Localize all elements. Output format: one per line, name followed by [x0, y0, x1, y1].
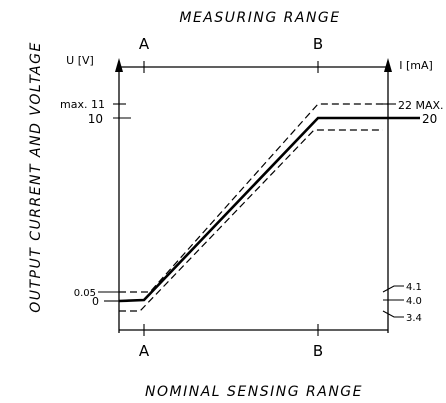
bottom-range-label: NOMINAL SENSING RANGE	[145, 384, 363, 400]
output-characteristic-curve	[118, 116, 420, 303]
chart-title: MEASURING RANGE	[179, 10, 340, 26]
point-a-top-label: A	[139, 35, 150, 53]
left-axis-unit: U [V]	[66, 54, 94, 67]
lower-tolerance-curve	[119, 129, 383, 312]
right-tick-low-leader	[382, 310, 404, 318]
left-tick-max-label: max. 11	[60, 98, 105, 111]
left-tick-ten-label: 10	[88, 112, 103, 126]
right-tick-mid-label: 4.0	[406, 296, 422, 307]
right-tick-high-leader	[382, 285, 404, 293]
point-a-bottom-label: A	[139, 342, 150, 360]
y-axis-side-label: OUTPUT CURRENT AND VOLTAGE	[28, 41, 44, 313]
right-axis-arrow-icon	[384, 58, 392, 72]
upper-tolerance-curve	[119, 103, 388, 293]
right-tick-max-label: 22 MAX.	[398, 99, 444, 112]
right-tick-twenty-label: 20	[422, 112, 437, 126]
point-b-bottom-label: B	[313, 342, 323, 360]
right-tick-high-label: 4.1	[406, 282, 422, 293]
left-axis-arrow-icon	[115, 58, 123, 72]
left-tick-zero-label: 0	[92, 295, 99, 308]
left-tick-low-label: 0.05	[74, 288, 96, 299]
point-b-top-label: B	[313, 35, 323, 53]
right-axis-unit: I [mA]	[399, 59, 433, 72]
right-tick-low-label: 3.4	[406, 313, 422, 324]
